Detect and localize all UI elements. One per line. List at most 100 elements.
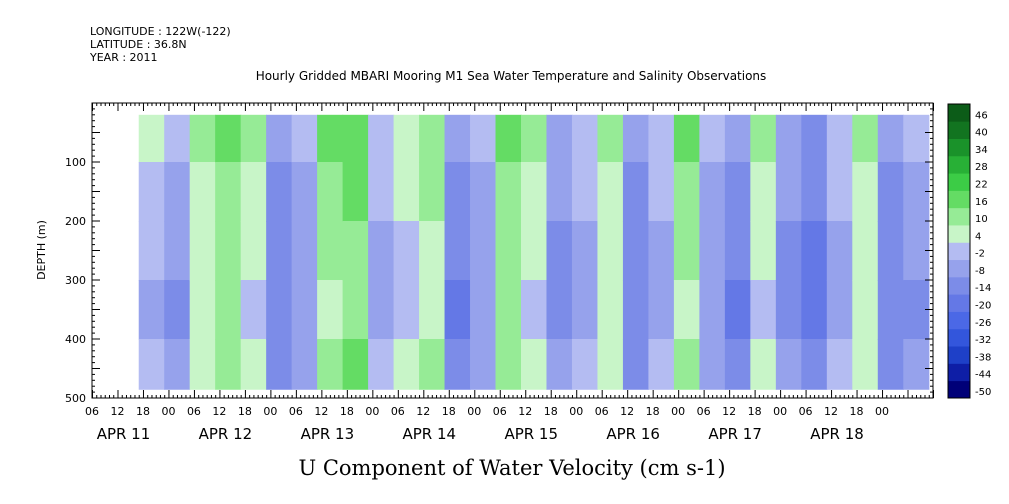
colorbar-label: -20 — [975, 301, 991, 312]
heatmap-cell — [189, 280, 216, 340]
heatmap-cell — [520, 114, 548, 163]
heatmap-cell — [826, 221, 853, 281]
heatmap-cell — [750, 162, 777, 222]
heatmap-cell — [852, 162, 879, 222]
latitude-label: LATITUDE : 36.8N — [90, 38, 187, 51]
heatmap-cell — [571, 221, 599, 281]
colorbar-label: -32 — [975, 335, 991, 346]
heatmap-cell — [877, 339, 904, 390]
heatmap-cell — [189, 339, 216, 390]
heatmap-cell — [495, 339, 522, 390]
heatmap-cell — [597, 339, 624, 390]
heatmap-cell — [546, 221, 573, 281]
colorbar-swatch — [948, 173, 970, 191]
heatmap-cell — [826, 114, 853, 163]
colorbar-swatch — [948, 104, 970, 122]
y-tick-label: 100 — [65, 156, 86, 169]
heatmap-cell — [724, 114, 751, 163]
heatmap-cell — [546, 280, 573, 340]
heatmap-cell — [546, 339, 573, 390]
x-tick-label: 06 — [289, 405, 303, 418]
x-tick-label: 00 — [263, 405, 277, 418]
heatmap-cell — [444, 280, 471, 340]
heatmap-cell — [826, 339, 853, 390]
colorbar-label: -14 — [975, 283, 991, 294]
heatmap-cell — [189, 221, 216, 281]
x-day-label: APR 12 — [199, 425, 253, 443]
heatmap-cell — [801, 114, 828, 163]
heatmap-cell — [597, 114, 624, 163]
heatmap-cell — [826, 280, 853, 340]
heatmap-cell — [648, 221, 675, 281]
heatmap-cell — [291, 280, 318, 340]
x-day-label: APR 13 — [301, 425, 355, 443]
heatmap-cell — [266, 162, 293, 222]
heatmap-cell — [571, 162, 599, 222]
colorbar-label: -2 — [975, 249, 985, 260]
heatmap-cell — [571, 114, 599, 163]
heatmap-cell — [775, 280, 802, 340]
heatmap-cell — [470, 221, 497, 281]
x-tick-label: 06 — [493, 405, 507, 418]
colorbar-swatch — [948, 259, 970, 278]
heatmap-cell — [801, 162, 828, 222]
heatmap-cell — [444, 221, 471, 281]
heatmap-cell — [266, 114, 293, 163]
heatmap-cell — [622, 114, 650, 163]
colorbar-swatch — [948, 190, 970, 209]
x-tick-label: 12 — [212, 405, 226, 418]
heatmap-cell — [597, 280, 624, 340]
heatmap-cell — [673, 280, 700, 340]
x-tick-label: 18 — [238, 405, 252, 418]
heatmap-cell — [648, 114, 675, 163]
heatmap-cell — [266, 339, 293, 390]
heatmap-cell — [597, 162, 624, 222]
x-tick-label: 06 — [85, 405, 99, 418]
chart-title: Hourly Gridded MBARI Mooring M1 Sea Wate… — [256, 69, 767, 83]
x-tick-label: 12 — [824, 405, 838, 418]
heatmap-cell — [648, 162, 675, 222]
heatmap-cell — [215, 162, 242, 222]
heatmap-cell — [775, 221, 802, 281]
heatmap-cell — [470, 339, 497, 390]
colorbar-label: -50 — [975, 387, 991, 398]
heatmap-cell — [520, 280, 548, 340]
heatmap-cell — [571, 280, 599, 340]
x-axis-label: U Component of Water Velocity (cm s-1) — [298, 456, 725, 480]
heatmap-cell — [291, 114, 318, 163]
heatmap-cell — [877, 162, 904, 222]
colorbar-swatch — [948, 294, 970, 312]
heatmap-cell — [622, 339, 650, 390]
heatmap-cell — [317, 114, 344, 163]
heatmap-cell — [520, 221, 548, 281]
y-tick-label: 400 — [65, 333, 86, 346]
colorbar: -50 -44 -38 -32 -26 -20 -14 -8 -2 4 10 16 22 28 34 40 46 — [947, 103, 991, 399]
colorbar-label: -38 — [975, 352, 991, 363]
heatmap-cell — [266, 280, 293, 340]
heatmap-cell — [291, 339, 318, 390]
heatmap-cell — [138, 114, 165, 163]
x-tick-label: 06 — [799, 405, 813, 418]
x-tick-label: 18 — [748, 405, 762, 418]
x-tick-label: 12 — [620, 405, 634, 418]
heatmap-cell — [419, 339, 446, 390]
heatmap-cell — [852, 114, 879, 163]
y-tick-label: 200 — [65, 215, 86, 228]
heatmap-cell — [164, 339, 191, 390]
heatmap-cell — [877, 221, 904, 281]
heatmap-cell — [317, 280, 344, 340]
heatmap-cell — [368, 162, 395, 222]
colorbar-label: 4 — [975, 231, 981, 242]
heatmap-cell — [495, 162, 522, 222]
x-tick-label: 12 — [314, 405, 328, 418]
colorbar-label: 40 — [975, 128, 988, 139]
colorbar-label: 16 — [975, 197, 988, 208]
heatmap-cell — [317, 221, 344, 281]
heatmap-cell — [266, 221, 293, 281]
x-day-label: APR 18 — [810, 425, 864, 443]
heatmap-cell — [546, 114, 573, 163]
heatmap-cell — [852, 280, 879, 340]
colorbar-swatch — [948, 121, 970, 139]
heatmap-cell — [622, 280, 650, 340]
heatmap-cell — [699, 114, 726, 163]
